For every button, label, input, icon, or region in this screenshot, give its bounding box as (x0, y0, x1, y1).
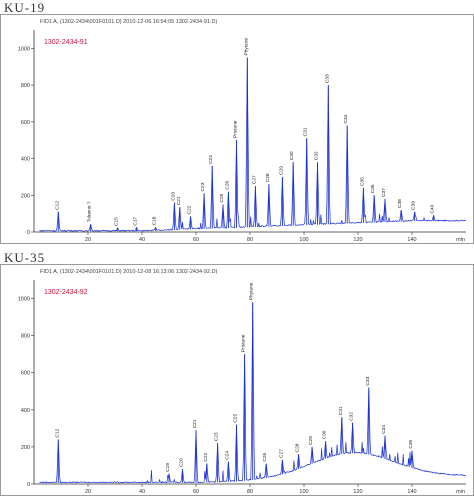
peak-label-10: C26 (262, 452, 268, 461)
x-tick-label: 60 (193, 489, 199, 495)
peak-label-5: C20 (170, 191, 176, 200)
peak-label-7: C22 (187, 205, 193, 214)
peak-label-27: C40 (430, 204, 436, 213)
peak-label-26: C39 (411, 201, 417, 210)
peak-label-22: C35 (359, 177, 365, 186)
peak-label-8: Pristane (241, 334, 247, 352)
peak-label-23: C36 (370, 184, 376, 193)
y-tick-label: 0 (27, 482, 30, 488)
peak-label-6: C24 (224, 451, 230, 460)
x-tick-label: 60 (193, 237, 199, 243)
peak-label-15: C31 (338, 406, 344, 415)
panel-title-ku19: KU-19 (4, 0, 46, 15)
x-tick-label: 40 (139, 237, 145, 243)
y-tick-label: 1000 (18, 297, 30, 303)
x-tick-label: 20 (85, 489, 91, 495)
plot-header: FID1 A, (1302-2434\001F0101.D) 2010-12-0… (40, 269, 218, 275)
peak-label-16: C32 (349, 412, 355, 421)
peak-label-19: C35 (408, 439, 414, 448)
peak-label-20: C33 (324, 74, 330, 83)
x-tick-label: 20 (85, 237, 91, 243)
peak-label-5: C23 (214, 432, 220, 441)
peak-label-4: C22 (203, 452, 209, 461)
y-tick-label: 200 (21, 445, 30, 451)
y-tick-label: 200 (21, 193, 30, 199)
peak-label-1: Toluene ? (87, 201, 93, 222)
peak-label-9: Phytane (249, 282, 255, 300)
y-tick-label: 600 (21, 120, 30, 126)
peak-label-3: C21 (192, 419, 198, 428)
peak-label-24: C37 (381, 188, 387, 197)
peak-label-17: C30 (289, 151, 295, 160)
y-tick-label: 800 (21, 83, 30, 89)
peak-label-15: C28 (265, 173, 271, 182)
panel-title-ku35: KU-35 (4, 250, 46, 265)
sample-id-label: 1302-2434-92 (44, 289, 88, 296)
peak-label-13: C29 (308, 436, 314, 445)
x-tick-label: 80 (247, 237, 253, 243)
plot-header: FID1 A, (1302-2434\001F0101.D) 2010-12-0… (40, 19, 218, 25)
peak-label-16: C29 (278, 166, 284, 175)
peak-label-11: C27 (278, 449, 284, 458)
peak-label-11: C26 (224, 180, 230, 189)
y-tick-label: 400 (21, 408, 30, 414)
chromatogram-ku35: FID1 A, (1302-2434\001F0101.D) 2010-12-0… (0, 264, 474, 496)
peak-label-21: C34 (343, 114, 349, 123)
peak-label-14: C27 (251, 175, 257, 184)
x-tick-label: 120 (353, 237, 362, 243)
peak-label-0: C12 (54, 201, 60, 210)
x-tick-label: 140 (407, 237, 416, 243)
peak-label-14: C30 (322, 430, 328, 439)
peak-label-9: C24 (208, 155, 214, 164)
peak-label-18: C34 (381, 425, 387, 434)
y-tick-label: 600 (21, 371, 30, 377)
peak-label-25: C38 (397, 199, 403, 208)
peak-label-6: C21 (176, 196, 182, 205)
peak-label-0: C12 (54, 428, 60, 437)
y-tick-label: 0 (27, 230, 30, 236)
peak-label-10: C25 (219, 193, 225, 202)
x-unit-label: min (456, 237, 465, 243)
x-tick-label: 80 (247, 489, 253, 495)
chromatogram-ku19: FID1 A, (1302-2434\001F0101.D) 2010-12-0… (0, 14, 474, 244)
x-tick-label: 100 (299, 237, 308, 243)
peak-label-1: C19 (165, 463, 171, 472)
sample-id-label: 1302-2434-91 (44, 39, 88, 46)
peak-label-12: Pristane (233, 120, 239, 138)
peak-label-2: C20 (179, 458, 185, 467)
x-tick-label: 120 (353, 489, 362, 495)
peak-label-12: C28 (295, 443, 301, 452)
peak-label-18: C31 (303, 127, 309, 136)
plot-frame (0, 14, 474, 244)
x-unit-label: min (456, 489, 465, 495)
x-tick-label: 40 (139, 489, 145, 495)
peak-label-3: C17 (133, 216, 139, 225)
x-tick-label: 100 (299, 489, 308, 495)
peak-label-4: C18 (152, 216, 158, 225)
y-tick-label: 800 (21, 334, 30, 340)
chromatogram-trace (39, 57, 467, 232)
peak-label-13: Phytane (243, 38, 249, 56)
y-tick-label: 1000 (18, 46, 30, 52)
y-tick-label: 400 (21, 157, 30, 163)
peak-label-17: C33 (365, 376, 371, 385)
peak-label-2: C15 (114, 217, 120, 226)
peak-label-8: C23 (200, 182, 206, 191)
x-tick-label: 140 (407, 489, 416, 495)
peak-label-7: C25 (233, 414, 239, 423)
peak-label-19: C32 (314, 151, 320, 160)
